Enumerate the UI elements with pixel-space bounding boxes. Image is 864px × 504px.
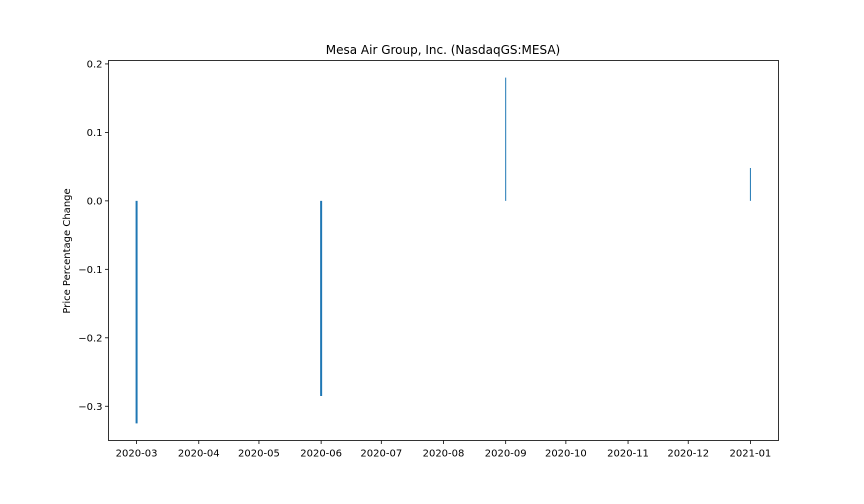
bars	[135, 77, 751, 424]
x-tick-label: 2020-07	[360, 449, 402, 460]
y-tick-label: −0.3	[78, 402, 102, 413]
y-tick-label: 0.2	[87, 59, 103, 70]
y-tick-label: 0.0	[87, 196, 103, 207]
x-tick-label: 2020-03	[116, 449, 158, 460]
x-tick-label: 2020-12	[667, 449, 709, 460]
x-tick-label: 2020-04	[178, 449, 220, 460]
x-axis: 2020-03 2020-04 2020-05 2020-06 2020-07 2020-…	[116, 440, 772, 460]
bar-2021-01-01	[749, 167, 751, 201]
y-axis: 0.2 0.1 0.0 −0.1 −0.2 −0.3	[78, 59, 109, 413]
x-tick-label: 2020-08	[423, 449, 465, 460]
bar-2020-03-01	[135, 200, 138, 424]
y-axis-label: Price Percentage Change	[62, 188, 73, 313]
chart-title: Mesa Air Group, Inc. (NasdaqGS:MESA)	[326, 43, 560, 57]
y-tick-label: −0.1	[78, 265, 102, 276]
y-tick-label: −0.2	[78, 333, 102, 344]
x-tick-label: 2020-10	[545, 449, 587, 460]
x-tick-label: 2020-09	[485, 449, 527, 460]
x-tick-label: 2020-05	[238, 449, 280, 460]
x-tick-label: 2021-01	[730, 449, 772, 460]
y-tick-label: 0.1	[87, 128, 103, 139]
bar-2020-06-01	[320, 200, 323, 396]
x-tick-label: 2020-06	[300, 449, 342, 460]
plot-frame	[108, 60, 779, 441]
x-tick-label: 2020-11	[607, 449, 649, 460]
bar-2020-09-01	[505, 77, 507, 201]
